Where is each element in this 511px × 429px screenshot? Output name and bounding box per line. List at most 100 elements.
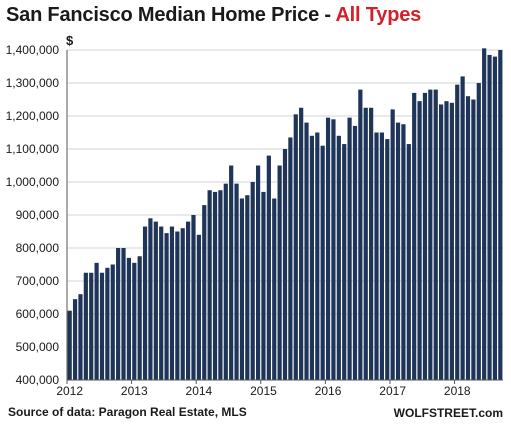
bar [422,92,428,381]
axes [66,50,503,384]
bar [207,190,212,380]
bar [223,183,228,380]
bar [142,226,148,380]
bar [465,96,471,380]
bar [148,218,153,380]
bar [336,135,341,380]
bar [99,272,105,380]
bar [261,191,266,380]
y-tick-label: 800,000 [16,241,60,255]
bar [250,182,255,380]
bar [212,191,218,380]
bar [487,54,492,380]
bar [315,132,320,380]
y-tick-label: 1,100,000 [6,142,60,156]
bar [406,144,411,380]
bar [89,272,94,380]
x-tick-label: 2014 [186,384,213,398]
y-tick-label: 1,400,000 [6,43,60,57]
y-tick-label: 1,000,000 [6,175,60,189]
chart-title: San Fancisco Median Home Price - All Typ… [6,4,421,27]
bar [245,195,250,380]
bar [169,226,175,380]
bar [482,48,487,380]
bar [342,144,347,380]
brand-credit: WOLFSTREET.com [393,406,503,420]
bar [105,267,110,380]
x-tick-label: 2018 [444,384,471,398]
bar [277,165,282,380]
bar [272,198,277,380]
bar [449,102,454,381]
bar [395,122,401,380]
bar [164,233,169,380]
bar [229,165,234,380]
x-tick-label: 2012 [56,384,83,398]
bar [78,294,83,380]
bar [186,221,191,380]
bar [471,99,476,380]
bar [266,155,271,380]
bar [299,107,304,380]
y-tick-label: 500,000 [16,340,60,354]
bar [352,125,358,381]
bar [234,183,239,380]
bar [358,89,363,380]
x-tick-label: 2015 [250,384,277,398]
bar [320,145,325,380]
bar [325,117,331,381]
bar [460,76,465,381]
x-tick-label: 2016 [315,384,342,398]
bar [239,198,245,380]
y-tick-label: 600,000 [16,307,60,321]
bar [374,132,379,380]
bar [347,117,352,381]
bar [498,50,503,380]
bar [282,149,288,380]
bar [132,262,137,380]
bar [412,92,417,381]
x-tick-label: 2013 [121,384,148,398]
chart-title-main: San Fancisco Median Home Price - [6,4,336,26]
bar [390,109,395,381]
bar [153,221,158,380]
bar [417,101,422,381]
x-tick-label: 2017 [379,384,406,398]
bar [439,104,444,380]
y-tick-label: 900,000 [16,208,60,222]
bar [363,107,368,380]
bar [428,89,433,380]
bar [116,248,121,380]
bar [401,124,406,380]
bar [202,205,207,380]
bar [379,132,384,380]
source-note: Source of data: Paragon Real Estate, MLS [8,405,247,419]
bar [218,190,223,380]
bar [159,226,164,380]
bar [121,248,126,380]
bar [137,256,142,380]
y-tick-label: 1,300,000 [6,76,60,90]
bar [94,262,99,380]
x-tick-labels: 2012 2013 2014 2015 2016 2017 2018 [56,384,471,398]
bar [126,257,131,380]
bar [196,234,201,380]
bar [304,122,309,380]
y-tick-labels: 400,000 500,000 600,000 700,000 800,000 900,0… [6,43,60,387]
bar [83,272,88,380]
chart-title-highlight: All Types [335,4,422,26]
bar [180,228,185,380]
bar [492,56,498,380]
y-tick-label: 1,200,000 [6,109,60,123]
bar [369,107,374,380]
bar [293,114,298,380]
y-tick-label: 400,000 [16,373,60,387]
bar [331,119,336,381]
bar-series [67,48,503,381]
bar [72,299,78,380]
bar [110,264,115,380]
bar [175,231,180,380]
bar [433,89,438,380]
bar [309,135,315,380]
